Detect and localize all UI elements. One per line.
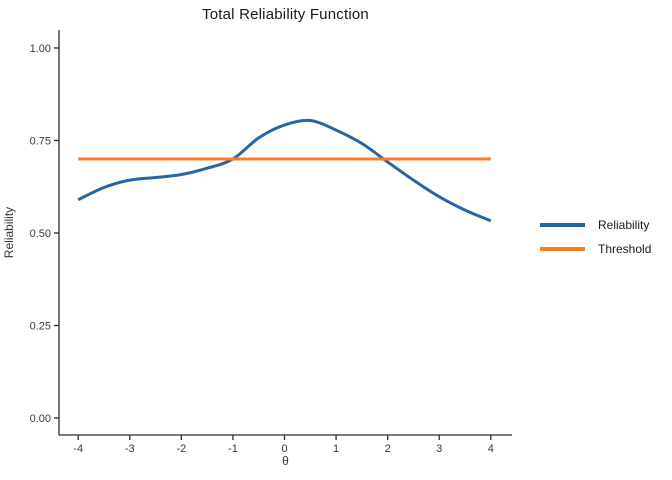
x-tick-label: 2 bbox=[385, 443, 391, 455]
x-tick-label: 4 bbox=[488, 443, 494, 455]
x-tick-label: 1 bbox=[333, 443, 339, 455]
legend-label-reliability: Reliability bbox=[598, 218, 650, 232]
y-tick-label: 0.25 bbox=[30, 321, 51, 333]
y-tick-label: 0.00 bbox=[30, 413, 51, 425]
x-tick-label: -2 bbox=[176, 443, 186, 455]
y-tick-label: 0.50 bbox=[30, 228, 51, 240]
legend: Reliability Threshold bbox=[540, 213, 651, 261]
legend-label-threshold: Threshold bbox=[598, 242, 652, 256]
x-tick-label: 3 bbox=[436, 443, 442, 455]
legend-item-reliability: Reliability bbox=[540, 213, 651, 237]
series-line-reliability bbox=[77, 118, 492, 223]
chart-title: Total Reliability Function bbox=[202, 6, 369, 23]
x-tick-label: 0 bbox=[281, 443, 287, 455]
x-axis-label: θ bbox=[282, 454, 289, 468]
y-tick-label: 1.00 bbox=[30, 43, 51, 55]
y-axis-label: Reliability bbox=[2, 206, 16, 259]
x-tick-label: -4 bbox=[73, 443, 83, 455]
legend-item-threshold: Threshold bbox=[540, 237, 651, 261]
y-tick-label: 0.75 bbox=[30, 136, 51, 148]
reliability-line-swatch bbox=[540, 223, 585, 227]
x-tick-label: -3 bbox=[125, 443, 135, 455]
threshold-line-swatch bbox=[540, 247, 585, 251]
x-tick-label: -1 bbox=[228, 443, 238, 455]
